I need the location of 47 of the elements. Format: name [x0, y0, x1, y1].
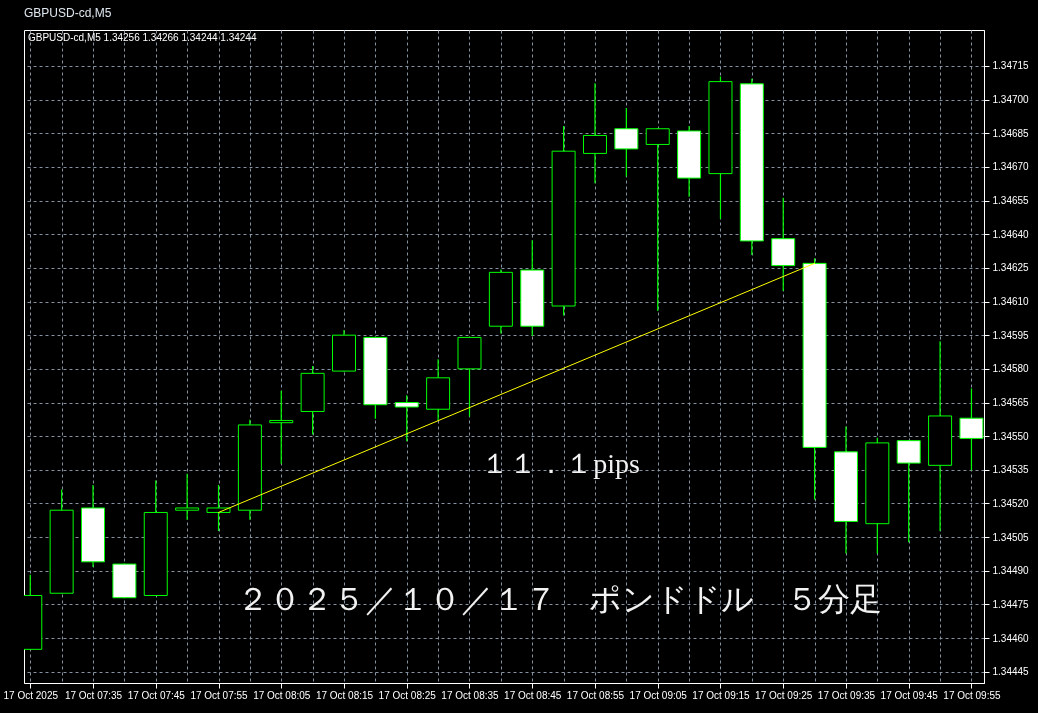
y-tick-label: 1.34700	[992, 94, 1030, 106]
x-tick-label: 17 Oct 09:45	[880, 689, 939, 701]
x-tick-label: 17 Oct 08:45	[504, 689, 562, 701]
chart-subtitle: GBPUSD-cd,M5 1.34256 1.34266 1.34244 1.34244	[28, 32, 257, 43]
y-tick-label: 1.34490	[992, 565, 1030, 577]
x-tick-label: 17 Oct 07:55	[190, 689, 249, 701]
y-tick-label: 1.34520	[992, 497, 1030, 509]
candlestick	[175, 473, 200, 520]
x-tick-label: 17 Oct 09:05	[629, 689, 688, 701]
x-tick-label: 17 Oct 09:25	[755, 689, 813, 701]
x-tick-label: 17 Oct 09:35	[817, 689, 876, 701]
x-tick-label: 17 Oct 08:05	[253, 689, 311, 701]
y-tick-label: 1.34715	[992, 60, 1030, 72]
candlestick	[614, 107, 639, 177]
candlestick	[206, 484, 231, 532]
y-tick-label: 1.34550	[992, 430, 1030, 442]
y-tick-label: 1.34460	[992, 632, 1030, 644]
y-tick-label: 1.34580	[992, 363, 1030, 375]
x-tick-label: 17 Oct 08:25	[378, 689, 437, 701]
annotation: ２０２５／１０／１７ ポンドドル ５分足	[237, 581, 883, 618]
chart-title: GBPUSD-cd,M5	[24, 6, 112, 20]
x-tick-label: 17 Oct 07:35	[64, 689, 123, 701]
x-tick-label: 17 Oct 08:15	[315, 689, 374, 701]
candlestick	[269, 390, 294, 464]
y-tick-label: 1.34535	[992, 464, 1030, 476]
y-tick-label: 1.34445	[992, 666, 1030, 678]
x-tick-label: 17 Oct 09:15	[692, 689, 751, 701]
candlestick	[645, 128, 670, 312]
x-tick-label: 17 Oct 08:35	[441, 689, 500, 701]
y-tick-label: 1.34640	[992, 228, 1030, 240]
y-tick-label: 1.34565	[992, 397, 1030, 408]
x-tick-label: 17 Oct 08:55	[566, 689, 625, 701]
candlestick	[394, 395, 419, 442]
candlestick	[582, 83, 607, 184]
annotation: １１．１pips	[481, 447, 640, 479]
y-tick-label: 1.34685	[992, 127, 1030, 139]
x-tick-label: 17 Oct 2025	[3, 689, 59, 701]
x-tick-label: 17 Oct 09:55	[943, 689, 1002, 701]
y-tick-label: 1.34505	[992, 531, 1030, 543]
y-tick-label: 1.34625	[992, 262, 1030, 274]
y-tick-label: 1.34595	[992, 329, 1030, 341]
y-tick-label: 1.34475	[992, 598, 1030, 610]
y-tick-label: 1.34610	[992, 296, 1030, 308]
x-tick-label: 17 Oct 07:45	[127, 689, 186, 701]
candlestick	[896, 440, 921, 543]
y-tick-label: 1.34670	[992, 161, 1030, 173]
y-tick-label: 1.34655	[992, 195, 1030, 207]
